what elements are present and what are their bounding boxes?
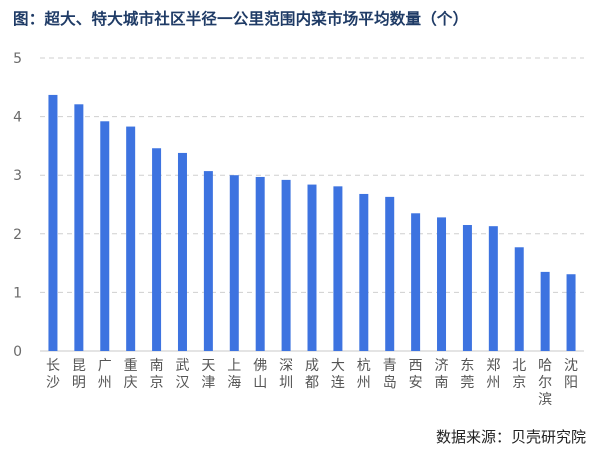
bar	[255, 176, 265, 351]
bars	[48, 94, 576, 352]
x-tick-label: 济南	[435, 358, 449, 391]
x-tick-label: 广州	[98, 358, 112, 391]
bar	[540, 271, 550, 351]
bar	[281, 179, 291, 351]
x-tick-label: 西安	[409, 358, 423, 391]
x-tick-label: 长沙	[46, 358, 60, 391]
bar	[359, 193, 369, 351]
x-tick-label: 天津	[201, 358, 215, 391]
bar	[100, 121, 110, 352]
x-tick-label: 佛山	[253, 358, 267, 391]
x-tick-label: 哈尔滨	[538, 358, 552, 408]
y-tick-label: 5	[13, 51, 22, 67]
bar	[48, 94, 58, 351]
bar	[307, 184, 317, 351]
x-axis-ticks: 长沙昆明广州重庆南京武汉天津上海佛山深圳成都大连杭州青岛西安济南东莞郑州北京哈尔…	[46, 358, 578, 408]
bar	[126, 126, 136, 351]
x-tick-label: 东莞	[460, 358, 474, 391]
x-tick-label: 昆明	[72, 358, 86, 391]
bar	[229, 175, 239, 351]
chart-title: 图：超大、特大城市社区半径一公里范围内菜市场平均数量（个）	[13, 10, 469, 28]
x-tick-label: 深圳	[279, 358, 293, 391]
x-tick-label: 大连	[331, 358, 345, 391]
x-tick-label: 北京	[512, 358, 526, 391]
x-tick-label: 武汉	[175, 358, 189, 391]
x-tick-label: 南京	[150, 358, 164, 391]
x-tick-label: 郑州	[486, 358, 500, 391]
y-tick-label: 1	[13, 285, 22, 301]
bar	[203, 171, 213, 351]
y-tick-label: 4	[13, 110, 22, 126]
x-tick-label: 上海	[227, 358, 241, 391]
bar	[462, 225, 472, 351]
bar	[152, 148, 162, 351]
y-tick-label: 2	[13, 227, 22, 243]
x-tick-label: 成都	[305, 358, 319, 391]
y-tick-label: 3	[13, 168, 22, 184]
bar	[488, 226, 498, 351]
x-tick-label: 杭州	[357, 358, 371, 391]
x-tick-label: 沈阳	[564, 358, 578, 391]
bar	[566, 274, 576, 351]
y-axis-ticks: 0 1 2 3 4 5	[13, 51, 22, 360]
bar	[437, 217, 447, 351]
bar	[333, 186, 343, 351]
x-tick-label: 重庆	[124, 358, 138, 391]
bar	[411, 213, 421, 351]
y-tick-label: 0	[13, 344, 22, 360]
bar	[514, 247, 524, 351]
bar	[74, 104, 84, 351]
bar	[177, 152, 187, 351]
x-tick-label: 青岛	[383, 358, 397, 391]
source-note: 数据来源：贝壳研究院	[435, 428, 586, 446]
bar	[385, 196, 395, 351]
